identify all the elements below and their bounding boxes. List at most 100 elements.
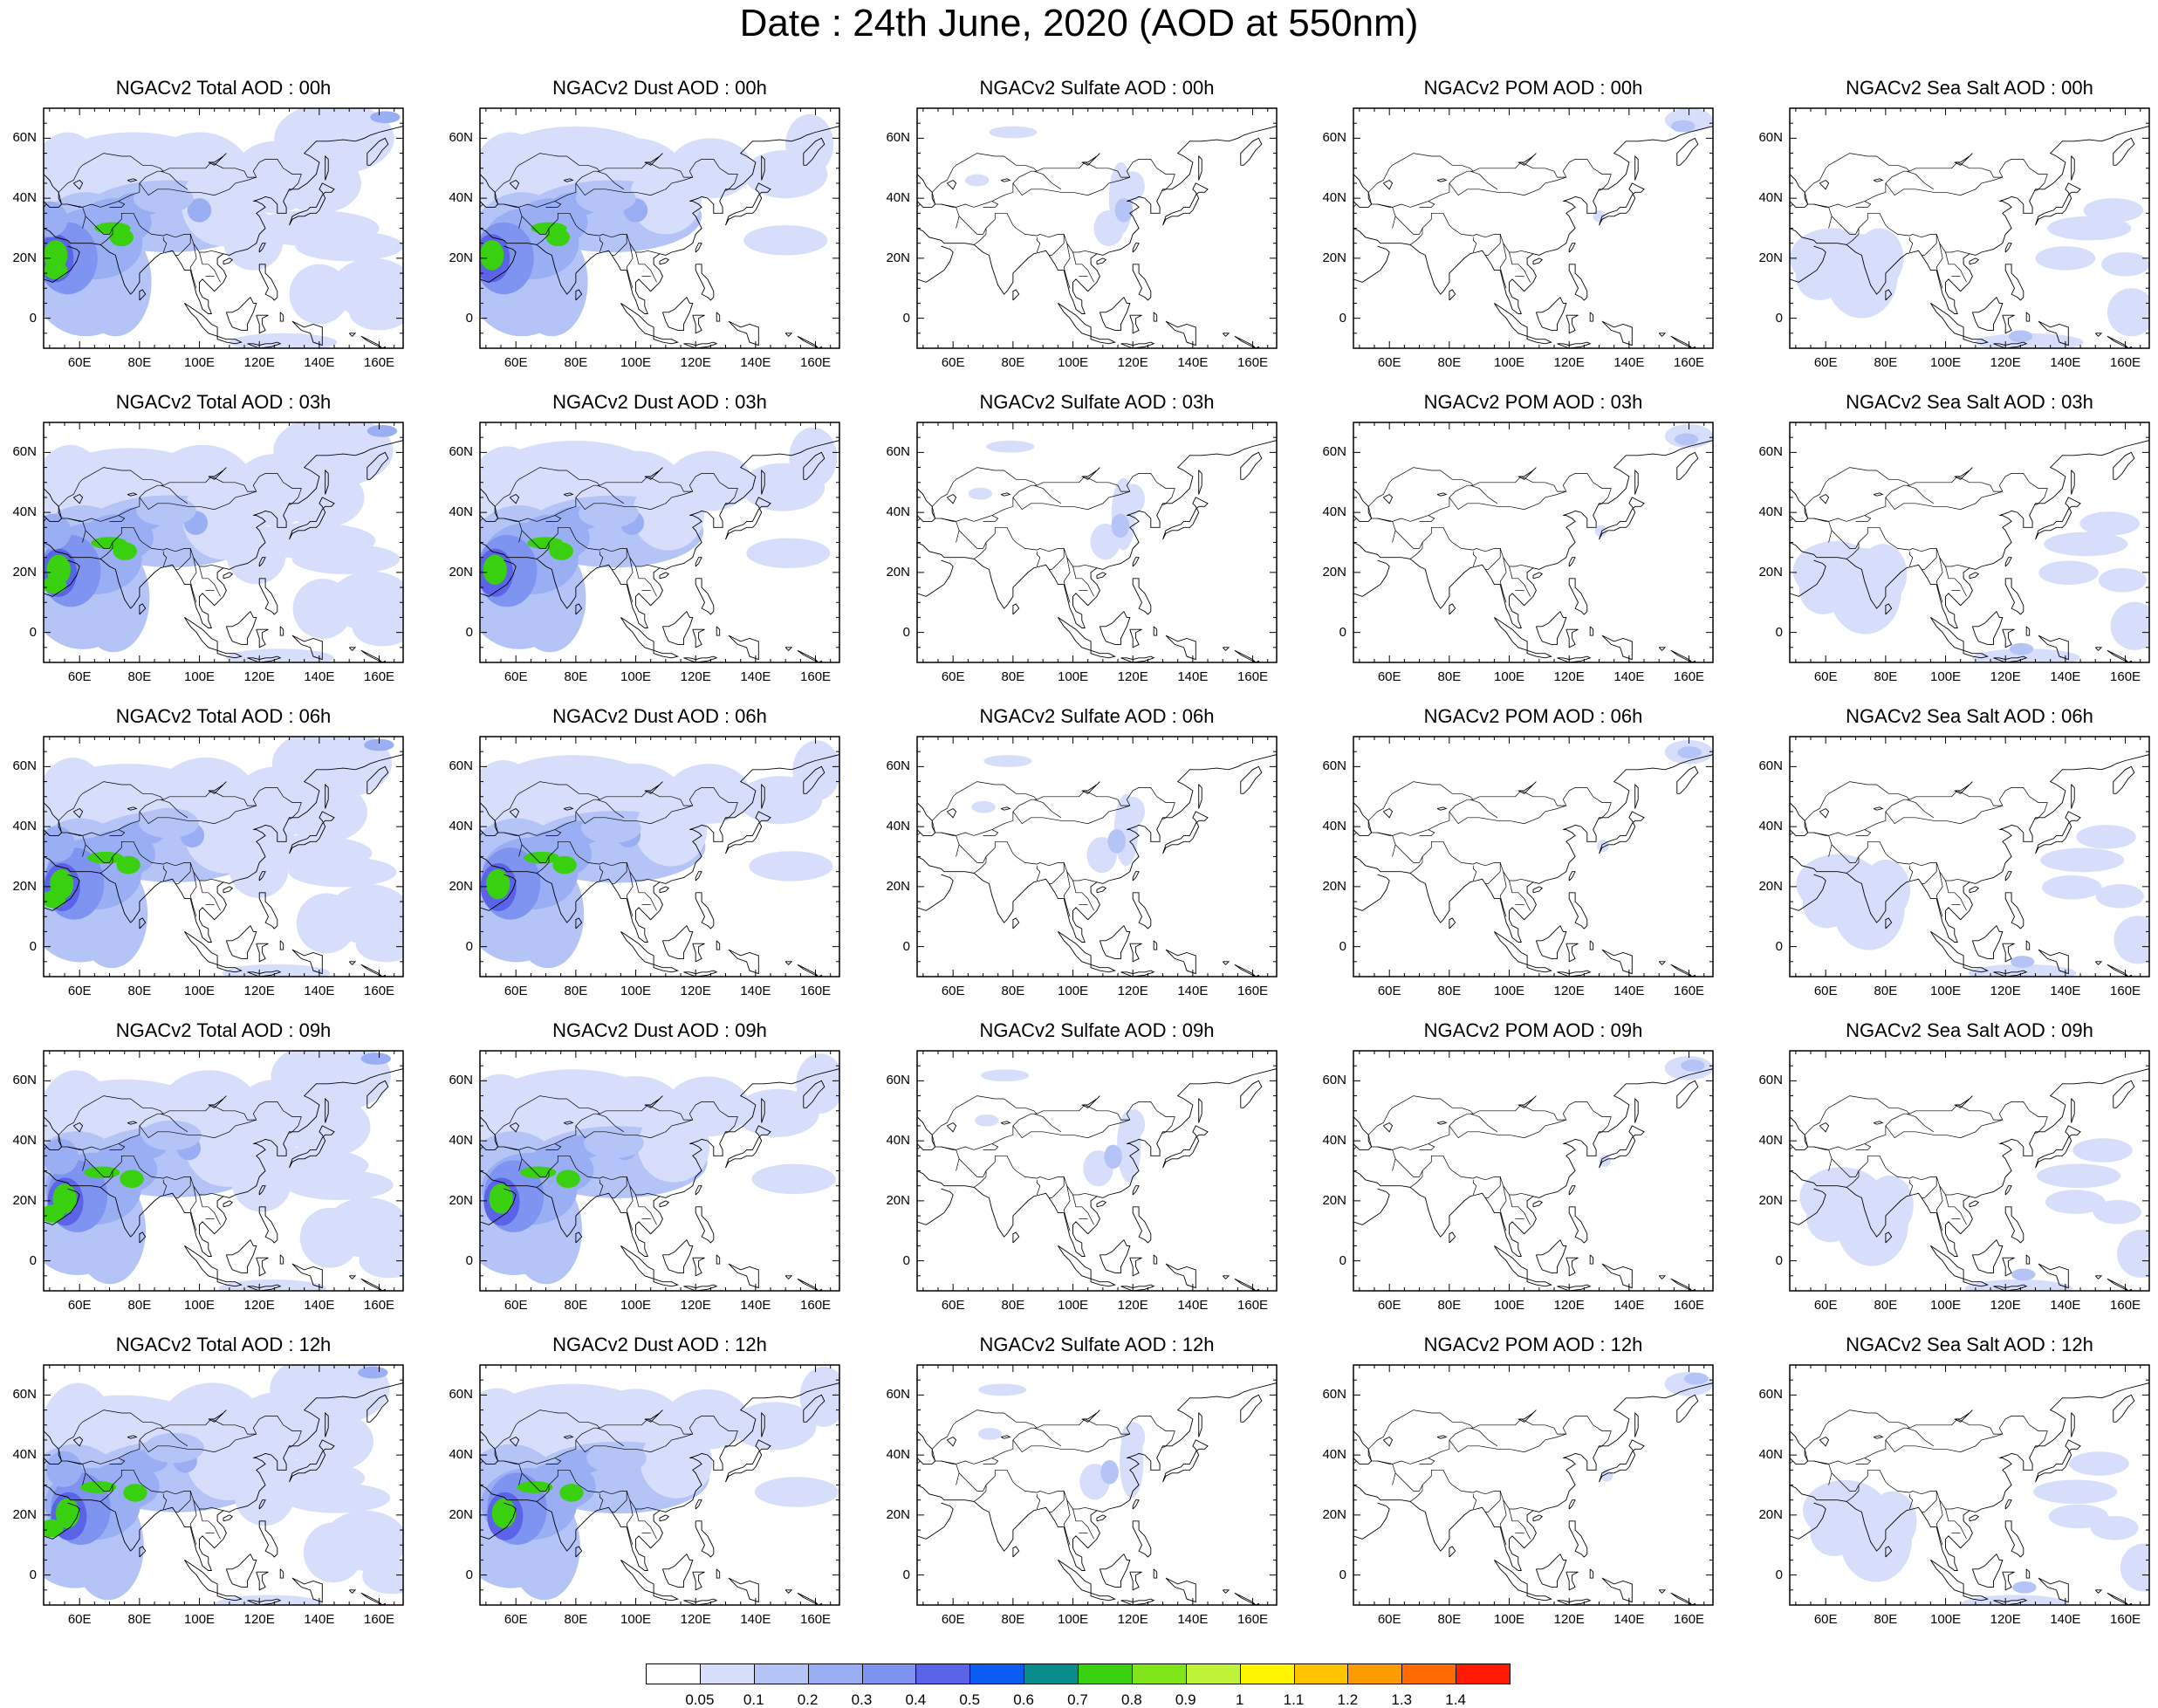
- country-border: [599, 1493, 604, 1510]
- x-tick-label: 160E: [800, 1298, 832, 1313]
- country-border: [1509, 566, 1531, 597]
- country-border: [67, 1460, 83, 1464]
- y-tick-label: 0: [902, 1567, 910, 1582]
- coastline: [1012, 1231, 1020, 1244]
- country-border: [1885, 805, 2003, 825]
- aod-region: [1593, 209, 1606, 223]
- x-tick-label: 100E: [1058, 355, 1089, 370]
- country-border: [85, 526, 191, 570]
- country-border: [1469, 484, 1497, 504]
- coastline: [291, 634, 323, 661]
- coastline: [480, 754, 839, 943]
- country-border: [1846, 542, 1860, 559]
- y-tick-label: 40N: [1322, 1447, 1346, 1463]
- coastline: [1790, 1430, 1809, 1464]
- country-border: [536, 228, 550, 245]
- coastline: [1954, 1410, 1973, 1423]
- country-border: [1377, 203, 1393, 208]
- coastline: [1557, 655, 1592, 662]
- coastline: [575, 603, 583, 615]
- country-border: [973, 228, 987, 245]
- x-tick-label: 160E: [364, 355, 395, 370]
- panel-title: NGACv2 Total AOD : 00h: [115, 77, 332, 99]
- coastline: [1589, 1568, 1594, 1579]
- aod-region: [1093, 209, 1124, 247]
- coastline: [761, 1097, 765, 1123]
- coastline: [1601, 320, 1633, 346]
- colorbar-label: 0.7: [1067, 1691, 1088, 1708]
- x-tick-label: 120E: [680, 669, 711, 684]
- country-border: [931, 1095, 1038, 1150]
- coastline: [1535, 296, 1567, 331]
- map-dust: [479, 1364, 840, 1606]
- country-border: [1449, 1433, 1566, 1453]
- coastline: [1971, 296, 2004, 331]
- coastline: [661, 1553, 694, 1588]
- coastline: [1132, 1499, 1140, 1510]
- coastline: [695, 578, 715, 615]
- y-tick-label: 20N: [12, 878, 37, 894]
- coastline: [1691, 346, 1696, 348]
- coastline: [1353, 440, 1713, 628]
- x-tick-label: 100E: [1930, 669, 1962, 684]
- y-tick-label: 20N: [886, 878, 910, 894]
- coastline: [1634, 469, 1639, 495]
- country-border: [956, 159, 1175, 229]
- country-border: [494, 1410, 600, 1464]
- coastline: [725, 811, 771, 854]
- country-border: [973, 1485, 987, 1502]
- x-tick-label: 80E: [127, 984, 152, 998]
- coastline: [692, 1571, 705, 1591]
- colorbar-label: 0.9: [1175, 1691, 1196, 1708]
- coastline: [1658, 961, 1667, 965]
- map-panel-pom-2: NGACv2 POM AOD : 06h 60N 40N 20N 0 60E 80E 100E…: [1322, 705, 1714, 998]
- country-border: [1828, 473, 2048, 543]
- coastline: [728, 634, 759, 661]
- coastline: [1993, 970, 2028, 977]
- coastline: [1963, 1592, 1989, 1602]
- country-border: [917, 832, 921, 857]
- coastline: [223, 572, 234, 580]
- country-border: [82, 159, 302, 229]
- panel-title: NGACv2 Sulfate AOD : 12h: [979, 1334, 1215, 1355]
- map-panel-dust-1: NGACv2 Dust AOD : 03h 60N 40N 20N 0 60E 80E 100…: [449, 391, 840, 684]
- coastline: [216, 964, 243, 973]
- coastline: [1382, 179, 1394, 190]
- y-tick-label: 0: [29, 310, 37, 326]
- country-border: [575, 490, 693, 511]
- country-border: [504, 1146, 519, 1150]
- coastline: [1129, 943, 1142, 963]
- country-border: [1353, 518, 1357, 543]
- coastline: [1436, 1435, 1448, 1439]
- country-border: [160, 1113, 188, 1133]
- coastline: [258, 892, 278, 929]
- aod-region: [44, 261, 68, 279]
- coastline: [1353, 874, 1390, 911]
- country-border: [983, 515, 999, 522]
- country-border: [1012, 1119, 1130, 1139]
- map-pom: [1353, 736, 1714, 977]
- country-border: [1036, 237, 1041, 253]
- coastline: [480, 1430, 499, 1464]
- coastline: [1382, 1436, 1394, 1447]
- coastline: [2004, 264, 2024, 301]
- country-border: [1472, 865, 1477, 881]
- country-border: [1906, 484, 1934, 504]
- coastline: [716, 626, 721, 636]
- coastline: [761, 783, 765, 809]
- colorbar-swatch: [1131, 1663, 1187, 1684]
- coastline: [1096, 572, 1107, 580]
- coastline: [1790, 1382, 2149, 1571]
- country-border: [1072, 1194, 1094, 1225]
- coastline: [917, 802, 936, 836]
- country-border: [1419, 1143, 1435, 1150]
- country-border: [109, 829, 126, 836]
- x-tick-label: 120E: [1553, 669, 1585, 684]
- country-border: [545, 515, 562, 522]
- coastline: [659, 572, 670, 580]
- coastline: [692, 628, 705, 648]
- country-border: [1033, 484, 1061, 504]
- coastline: [797, 1278, 819, 1291]
- coastline: [279, 312, 284, 322]
- aod-region: [579, 497, 639, 529]
